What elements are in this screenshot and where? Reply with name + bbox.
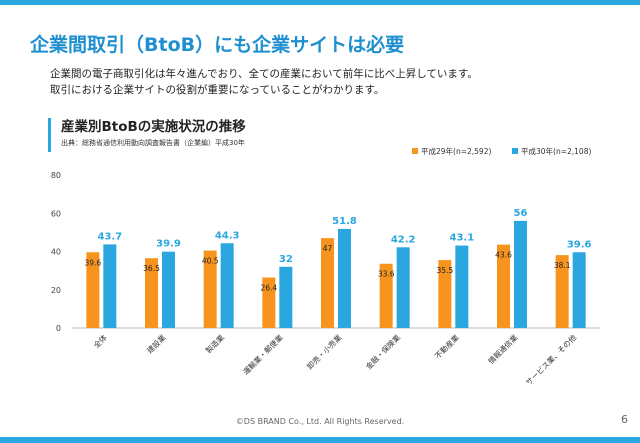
data-label: 36.5 — [143, 264, 160, 273]
legend-swatch — [512, 148, 518, 154]
bar — [379, 263, 393, 328]
bar — [279, 266, 293, 328]
data-label: 26.4 — [260, 284, 277, 293]
chart-header: 産業別BtoBの実施状況の推移 出典：総務省通信利用動向調査報告書（企業編）平成… — [48, 118, 246, 152]
data-label: 47 — [323, 244, 333, 253]
bar — [497, 244, 510, 328]
slide-title: 企業間取引（BtoB）にも企業サイトは必要 — [30, 34, 405, 56]
x-tick-label: 建設業 — [144, 332, 167, 355]
x-tick-label: 卸売・小売業 — [305, 332, 344, 371]
bar — [514, 220, 527, 328]
bar — [572, 252, 586, 328]
x-tick-label: 運輸業・郵便業 — [241, 332, 286, 377]
x-tick-label: 金融・保険業 — [363, 332, 402, 371]
data-label: 39.9 — [156, 239, 181, 250]
data-label: 39.6 — [84, 258, 101, 267]
bar — [338, 228, 351, 328]
x-tick-label: 製造業 — [203, 332, 226, 355]
bar — [103, 244, 117, 328]
bar — [162, 251, 175, 328]
data-label: 38.1 — [554, 261, 571, 270]
data-label: 40.5 — [202, 257, 219, 266]
data-label: 43.7 — [97, 231, 122, 242]
top-accent-bar — [0, 0, 640, 5]
bar — [203, 250, 217, 328]
bottom-accent-bar — [0, 437, 640, 443]
y-tick-label: 0 — [56, 324, 61, 333]
data-label: 35.5 — [436, 266, 453, 275]
bar — [438, 260, 452, 328]
bar — [220, 243, 234, 328]
bar — [555, 255, 569, 328]
bar — [396, 247, 410, 328]
data-label: 51.8 — [332, 216, 357, 227]
intro-line-1: 企業間の電子商取引化は年々進んでおり、全ての産業において前年に比べ上昇しています… — [50, 68, 478, 80]
data-label: 44.3 — [215, 230, 240, 241]
x-tick-label: 不動産業 — [432, 332, 461, 361]
intro-line-2: 取引における企業サイトの役割が重要になっていることがわかります。 — [50, 84, 385, 96]
x-tick-label: 情報通信業 — [486, 332, 520, 366]
chart-source: 出典：総務省通信利用動向調査報告書（企業編）平成30年 — [61, 139, 245, 147]
data-label: 56 — [514, 208, 528, 219]
data-label: 32 — [279, 254, 293, 265]
bar — [262, 277, 276, 328]
legend-swatch — [412, 148, 418, 154]
bar — [321, 238, 334, 328]
data-label: 43.1 — [449, 233, 474, 244]
legend-label: 平成30年(n=2,108) — [521, 146, 591, 156]
chart-title: 産業別BtoBの実施状況の推移 — [61, 119, 246, 135]
data-label: 33.6 — [378, 270, 395, 279]
bar — [86, 252, 100, 328]
bar — [145, 258, 158, 328]
legend-label: 平成29年(n=2,592) — [421, 146, 491, 156]
y-tick-label: 80 — [51, 171, 61, 180]
intro-text: 企業間の電子商取引化は年々進んでおり、全ての産業において前年に比べ上昇しています… — [50, 66, 620, 98]
data-label: 42.2 — [391, 234, 416, 245]
y-tick-label: 40 — [51, 248, 61, 257]
x-tick-label: 全体 — [91, 332, 109, 350]
data-label: 39.6 — [567, 239, 592, 250]
x-tick-label: サービス業、その他 — [523, 332, 578, 387]
data-label: 43.6 — [495, 251, 512, 260]
bar — [455, 245, 469, 328]
page-number: 6 — [621, 413, 628, 426]
y-tick-label: 60 — [51, 209, 61, 218]
y-tick-label: 20 — [51, 286, 61, 295]
copyright-footer: ©DS BRAND Co., Ltd. All Rights Reserved. — [235, 417, 405, 426]
